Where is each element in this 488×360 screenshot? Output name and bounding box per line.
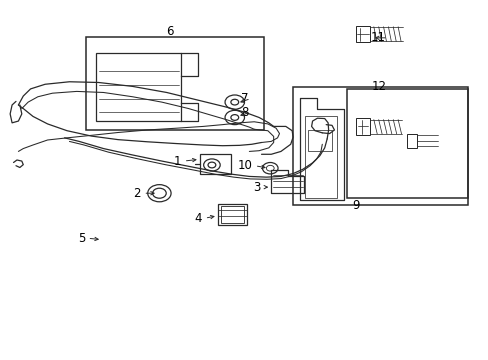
- Bar: [407, 134, 416, 148]
- Text: 11: 11: [370, 31, 385, 44]
- Bar: [217, 204, 246, 225]
- Bar: [356, 26, 369, 42]
- Text: 5: 5: [78, 232, 85, 245]
- Text: 10: 10: [237, 159, 252, 172]
- Bar: [307, 130, 331, 152]
- Text: 8: 8: [241, 105, 248, 119]
- Bar: [96, 53, 181, 121]
- Text: 12: 12: [371, 80, 386, 93]
- Text: 9: 9: [351, 199, 359, 212]
- Text: 3: 3: [253, 181, 260, 194]
- Text: 4: 4: [194, 212, 202, 225]
- Bar: [200, 154, 231, 174]
- Bar: [86, 37, 264, 130]
- Text: 1: 1: [173, 154, 181, 167]
- Text: 6: 6: [166, 25, 174, 38]
- Bar: [305, 116, 336, 198]
- Text: 7: 7: [241, 92, 248, 105]
- Bar: [356, 118, 369, 135]
- Bar: [346, 89, 467, 198]
- Bar: [220, 206, 244, 223]
- Bar: [292, 87, 467, 205]
- Text: 2: 2: [133, 187, 141, 200]
